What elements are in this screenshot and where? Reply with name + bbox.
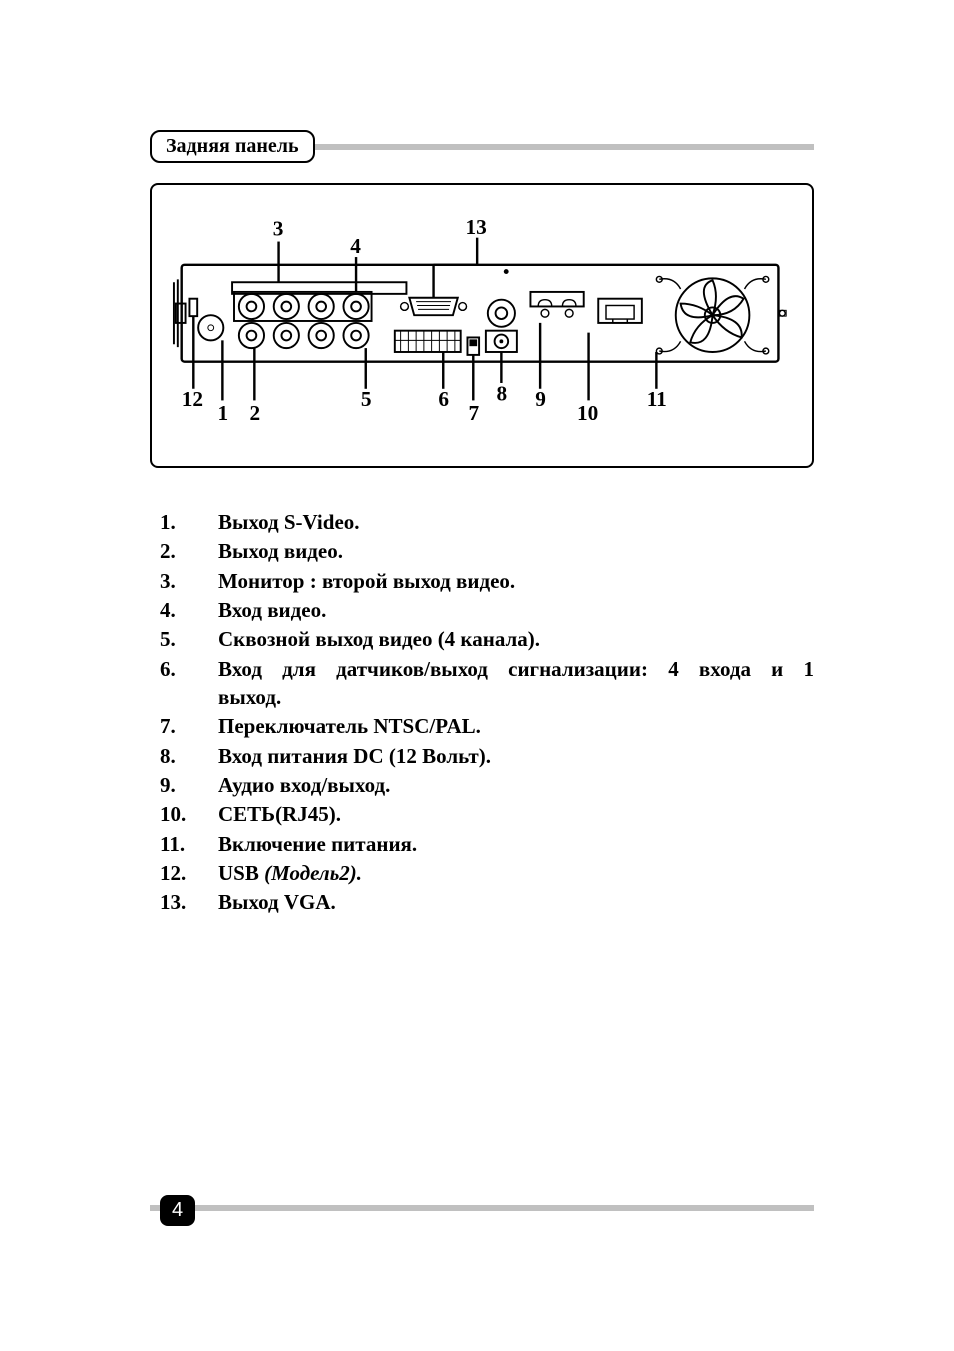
callout-5: 5	[361, 387, 372, 411]
list-item: 5. Сквозной выход видео (4 канала).	[160, 625, 814, 653]
list-text: USB (Модель2).	[218, 859, 814, 887]
callout-3: 3	[273, 217, 284, 241]
callout-4: 4	[350, 234, 361, 258]
callout-9: 9	[535, 387, 546, 411]
callout-6: 6	[438, 387, 449, 411]
list-text: Вход видео.	[218, 596, 814, 624]
legend-list: 1. Выход S-Video. 2. Выход видео. 3. Мон…	[150, 508, 814, 917]
list-item: 12. USB (Модель2).	[160, 859, 814, 887]
list-text: СЕТЬ(RJ45).	[218, 800, 814, 828]
list-item: 10. СЕТЬ(RJ45).	[160, 800, 814, 828]
list-item: 3. Монитор : второй выход видео.	[160, 567, 814, 595]
list-number: 1.	[160, 508, 218, 536]
list-text: Выход VGA.	[218, 888, 814, 916]
list-text: Выход видео.	[218, 537, 814, 565]
list-text: Сквозной выход видео (4 канала).	[218, 625, 814, 653]
list-text: Вход питания DC (12 Вольт).	[218, 742, 814, 770]
page-number: 4	[160, 1195, 195, 1226]
list-number: 9.	[160, 771, 218, 799]
footer-bar	[150, 1205, 814, 1211]
callout-8: 8	[497, 381, 508, 405]
rear-panel-diagram: 3 4 13 12 1 2 5 6 7 8 9 10 11	[150, 183, 814, 468]
list-text: Переключатель NTSC/PAL.	[218, 712, 814, 740]
list-item: 1. Выход S-Video.	[160, 508, 814, 536]
callout-7: 7	[468, 401, 479, 425]
list-number: 13.	[160, 888, 218, 916]
list-item: 2. Выход видео.	[160, 537, 814, 565]
list-text: Аудио вход/выход.	[218, 771, 814, 799]
list-number: 10.	[160, 800, 218, 828]
list-number: 6.	[160, 655, 218, 712]
list-item: 8. Вход питания DC (12 Вольт).	[160, 742, 814, 770]
callout-10: 10	[577, 401, 598, 425]
list-text: Выход S-Video.	[218, 508, 814, 536]
list-number: 4.	[160, 596, 218, 624]
list-item: 4. Вход видео.	[160, 596, 814, 624]
list-item: 9. Аудио вход/выход.	[160, 771, 814, 799]
list-number: 7.	[160, 712, 218, 740]
list-item: 6. Вход для датчиков/выход сигнализации:…	[160, 655, 814, 712]
callout-1: 1	[218, 401, 229, 425]
list-item: 7. Переключатель NTSC/PAL.	[160, 712, 814, 740]
list-number: 8.	[160, 742, 218, 770]
list-number: 11.	[160, 830, 218, 858]
section-title: Задняя панель	[150, 130, 315, 163]
list-number: 3.	[160, 567, 218, 595]
callout-11: 11	[647, 387, 667, 411]
callout-13: 13	[466, 215, 487, 239]
list-text: Вход для датчиков/выход сигнализации: 4 …	[218, 655, 814, 712]
rear-panel-svg: 3 4 13 12 1 2 5 6 7 8 9 10 11	[172, 205, 792, 436]
section-header: Задняя панель	[150, 130, 814, 163]
callout-2: 2	[250, 401, 261, 425]
list-number: 2.	[160, 537, 218, 565]
list-text: Включение питания.	[218, 830, 814, 858]
list-number: 12.	[160, 859, 218, 887]
callout-12: 12	[182, 387, 203, 411]
list-item: 13. Выход VGA.	[160, 888, 814, 916]
list-text: Монитор : второй выход видео.	[218, 567, 814, 595]
list-item: 11. Включение питания.	[160, 830, 814, 858]
list-number: 5.	[160, 625, 218, 653]
